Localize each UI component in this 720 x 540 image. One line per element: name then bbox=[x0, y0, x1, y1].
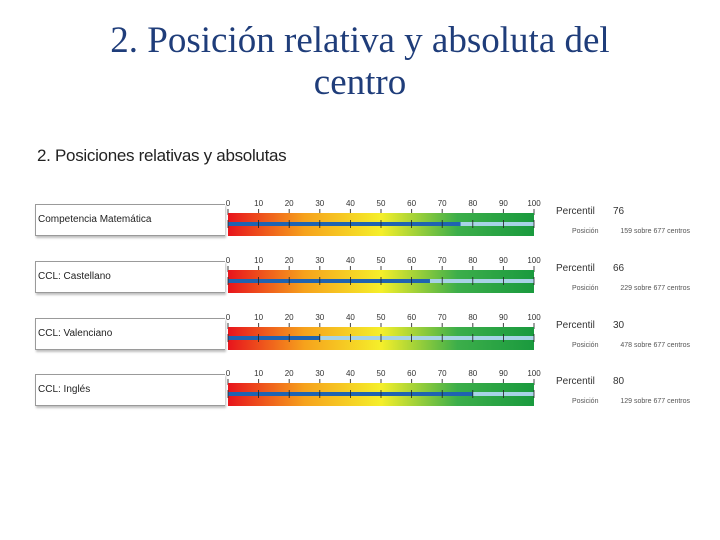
tick-label: 50 bbox=[377, 256, 386, 265]
tick-label: 40 bbox=[346, 369, 355, 378]
tick-label: 90 bbox=[499, 313, 508, 322]
position-value: 229 bbox=[620, 285, 632, 292]
tick-label: 90 bbox=[499, 369, 508, 378]
slide-title: 2. Posición relativa y absoluta del cent… bbox=[0, 20, 720, 104]
tick-label: 10 bbox=[254, 199, 263, 208]
chart-row: CCL: Castellano 0 10 20 30 40 50 60 70 80 90 100 Per… bbox=[0, 249, 720, 305]
tick-label: 50 bbox=[377, 313, 386, 322]
tick-label: 0 bbox=[226, 256, 231, 265]
percentile-marker bbox=[228, 222, 461, 226]
tick-label: 90 bbox=[499, 256, 508, 265]
section-title: 2. Posiciones relativas y absolutas bbox=[37, 146, 287, 165]
percentile-scale: 0 10 20 30 40 50 60 70 80 90 100 bbox=[226, 369, 541, 406]
tick-label: 0 bbox=[226, 199, 231, 208]
tick-label: 100 bbox=[527, 256, 541, 265]
percentile-marker bbox=[228, 279, 430, 283]
percentile-label: Percentil bbox=[556, 376, 595, 387]
slide-title-line-1: 2. Posición relativa y absoluta del bbox=[110, 20, 610, 61]
tick-label: 80 bbox=[468, 199, 477, 208]
tick-label: 60 bbox=[407, 256, 416, 265]
tick-label: 50 bbox=[377, 199, 386, 208]
tick-label: 10 bbox=[254, 256, 263, 265]
tick-label: 80 bbox=[468, 256, 477, 265]
percentile-value: 76 bbox=[613, 206, 625, 217]
tick-label: 80 bbox=[468, 313, 477, 322]
tick-label: 40 bbox=[346, 256, 355, 265]
tick-label: 30 bbox=[315, 369, 324, 378]
percentile-label: Percentil bbox=[556, 263, 595, 274]
position-suffix: sobre 677 centros bbox=[634, 342, 691, 349]
percentile-label: Percentil bbox=[556, 206, 595, 217]
tick-label: 30 bbox=[315, 199, 324, 208]
percentile-value: 30 bbox=[613, 320, 625, 331]
tick-label: 100 bbox=[527, 369, 541, 378]
position-value: 159 bbox=[620, 228, 632, 235]
row-label: CCL: Castellano bbox=[35, 261, 225, 293]
tick-label: 40 bbox=[346, 313, 355, 322]
tick-label: 100 bbox=[527, 199, 541, 208]
row-label: CCL: Valenciano bbox=[35, 318, 225, 350]
tick-label: 40 bbox=[346, 199, 355, 208]
row-label: Competencia Matemática bbox=[35, 204, 225, 236]
row-label: CCL: Inglés bbox=[35, 374, 225, 406]
chart-row: CCL: Valenciano 0 10 20 30 40 50 60 70 80 90 100 Per… bbox=[0, 306, 720, 362]
tick-label: 30 bbox=[315, 256, 324, 265]
percentile-marker bbox=[228, 336, 320, 340]
tick-label: 60 bbox=[407, 369, 416, 378]
percentile-value: 80 bbox=[613, 376, 625, 387]
tick-label: 70 bbox=[438, 369, 447, 378]
position-label: Posición bbox=[572, 398, 599, 405]
tick-label: 20 bbox=[285, 369, 294, 378]
tick-label: 90 bbox=[499, 199, 508, 208]
position-suffix: sobre 677 centros bbox=[634, 398, 691, 405]
tick-label: 0 bbox=[226, 313, 231, 322]
tick-label: 60 bbox=[407, 199, 416, 208]
position-value: 478 bbox=[620, 342, 632, 349]
tick-label: 10 bbox=[254, 369, 263, 378]
position-label: Posición bbox=[572, 342, 599, 349]
tick-label: 70 bbox=[438, 313, 447, 322]
percentile-label: Percentil bbox=[556, 320, 595, 331]
tick-label: 80 bbox=[468, 369, 477, 378]
tick-label: 20 bbox=[285, 199, 294, 208]
percentile-scale: 0 10 20 30 40 50 60 70 80 90 100 bbox=[226, 199, 541, 236]
tick-label: 50 bbox=[377, 369, 386, 378]
tick-label: 20 bbox=[285, 313, 294, 322]
tick-label: 10 bbox=[254, 313, 263, 322]
chart-row: CCL: Inglés 0 10 20 30 40 50 60 70 80 90 100 Percent… bbox=[0, 362, 720, 418]
tick-label: 70 bbox=[438, 199, 447, 208]
tick-label: 100 bbox=[527, 313, 541, 322]
tick-label: 70 bbox=[438, 256, 447, 265]
position-label: Posición bbox=[572, 285, 599, 292]
tick-label: 30 bbox=[315, 313, 324, 322]
tick-label: 20 bbox=[285, 256, 294, 265]
percentile-value: 66 bbox=[613, 263, 625, 274]
tick-label: 60 bbox=[407, 313, 416, 322]
chart-row: Competencia Matemática 0 10 20 30 40 50 60 70 80 9… bbox=[0, 192, 720, 248]
position-value: 129 bbox=[620, 398, 632, 405]
position-suffix: sobre 677 centros bbox=[634, 285, 691, 292]
percentile-scale: 0 10 20 30 40 50 60 70 80 90 100 bbox=[226, 256, 541, 293]
position-label: Posición bbox=[572, 228, 599, 235]
slide-title-line-2: centro bbox=[313, 62, 407, 103]
tick-label: 0 bbox=[226, 369, 231, 378]
percentile-scale: 0 10 20 30 40 50 60 70 80 90 100 bbox=[226, 313, 541, 350]
position-suffix: sobre 677 centros bbox=[634, 228, 691, 235]
